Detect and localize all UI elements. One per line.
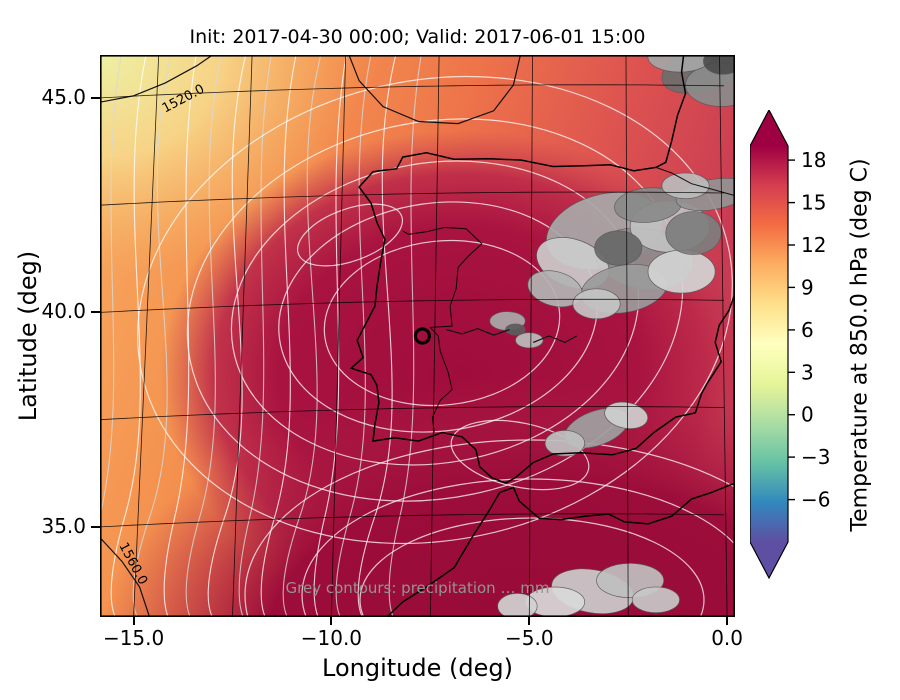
precipitation-blob xyxy=(594,230,643,266)
plot-title: Init: 2017-04-30 00:00; Valid: 2017-06-0… xyxy=(189,26,646,48)
colorbar-outline xyxy=(749,108,789,580)
y-tick xyxy=(91,311,100,314)
country-border xyxy=(655,166,735,197)
colorbar-ticks: 18 15 12 9 6 3 0 −3 −6 xyxy=(788,148,830,512)
coastline xyxy=(386,482,735,617)
y-axis-label: Latitude (deg) xyxy=(14,250,42,422)
x-tick-label: 0.0 xyxy=(711,626,743,650)
precipitation-shading xyxy=(489,55,735,617)
colorbar-tick-label: −3 xyxy=(801,445,830,469)
x-tick xyxy=(330,617,333,625)
precipitation-blob xyxy=(515,332,544,349)
colorbar-tick-label: 6 xyxy=(801,318,814,342)
colorbar-tick-label: 3 xyxy=(801,360,814,384)
precipitation-blob xyxy=(505,323,526,336)
colorbar-label: Temperature at 850.0 hPa (deg C) xyxy=(847,158,873,532)
colorbar-tick-label: 0 xyxy=(801,403,814,427)
y-tick-label: 35.0 xyxy=(41,513,86,538)
precipitation-blob xyxy=(702,55,735,75)
x-tick-label: −15.0 xyxy=(102,626,165,650)
marker-layer xyxy=(413,327,431,345)
colorbar-tick-label: 12 xyxy=(801,233,826,257)
plot-frame xyxy=(100,55,735,617)
country-border xyxy=(402,226,483,433)
colorbar-tick-label: −6 xyxy=(801,488,830,512)
y-tick xyxy=(91,525,100,528)
precipitation-blob xyxy=(631,586,680,614)
lat-lon-graticule xyxy=(100,55,728,617)
colorbar-tick-label: 18 xyxy=(801,148,826,172)
precipitation-blob xyxy=(497,593,538,617)
colorbar-arrow-down xyxy=(750,542,788,578)
x-tick-label: −10.0 xyxy=(300,626,363,650)
precipitation-blob xyxy=(544,430,586,457)
x-tick xyxy=(528,617,531,625)
x-tick xyxy=(726,617,729,625)
colorbar-gradient xyxy=(750,146,788,542)
colorbar-tick-label: 9 xyxy=(801,275,814,299)
x-axis-label: Longitude (deg) xyxy=(322,654,513,682)
y-tick xyxy=(91,96,100,99)
precipitation-blob xyxy=(604,401,649,429)
colorbar-arrow-up xyxy=(750,110,788,146)
y-tick-label: 40.0 xyxy=(41,299,86,324)
location-marker xyxy=(413,327,431,345)
precipitation-blob xyxy=(665,211,722,255)
coastline xyxy=(349,55,735,484)
colorbar-tick-label: 15 xyxy=(801,191,826,215)
precipitation-blob xyxy=(572,288,621,320)
colorbar: 18 15 12 9 6 3 0 −3 −6 xyxy=(749,108,880,584)
x-tick xyxy=(132,617,135,625)
map-plot: 1520.0 1560.0 Grey contours: precipitatio… xyxy=(100,55,735,617)
x-tick-label: −5.0 xyxy=(505,626,554,650)
precipitation-blob xyxy=(661,172,710,200)
y-tick-label: 45.0 xyxy=(41,84,86,109)
precipitation-blob xyxy=(647,249,716,294)
